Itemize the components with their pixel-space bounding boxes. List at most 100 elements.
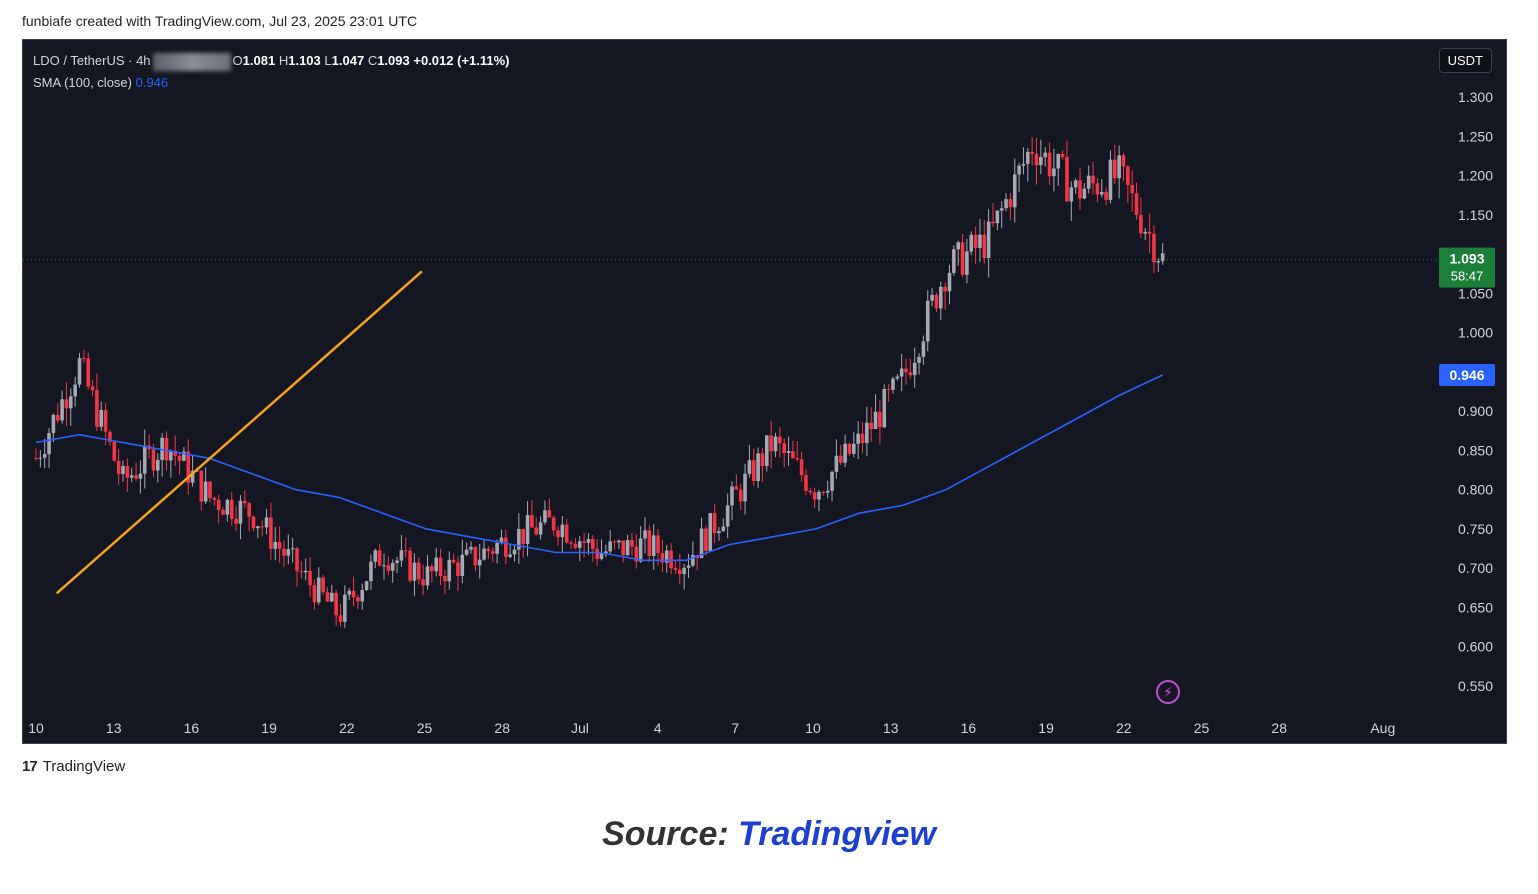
candle-body [660,553,665,563]
candle-body [438,557,443,577]
candle-body [64,399,69,409]
low-value: 1.047 [331,53,365,68]
candle-body [982,234,987,259]
candle-body [221,509,225,515]
candle-body [630,540,634,547]
candle-body [243,500,247,504]
candle-body [47,433,51,455]
change-value: +0.012 (+1.11%) [413,53,510,68]
candle-body [460,554,465,576]
candle-body [1026,151,1030,164]
x-tick-label: 28 [1271,720,1287,736]
lightning-icon[interactable]: ⚡ [1156,680,1180,704]
candle-body [190,470,195,483]
candle-body [799,459,804,476]
candle-body [199,470,204,502]
candle-body [965,251,969,275]
chart-legend: LDO / TetherUS · 4h O1.081 H1.103 L1.047 … [33,50,510,94]
candle-body [569,542,573,544]
candle-body [60,399,64,421]
candle-body [969,234,974,252]
sma-value: 0.946 [135,75,169,90]
candle-body [991,221,995,224]
candle-body [469,546,473,550]
high-label: H [278,53,289,68]
candle-body [447,559,452,582]
candle-body [1052,168,1056,177]
x-tick-label: 4 [654,720,662,736]
last-price-badge [1439,247,1495,288]
y-tick-label: 1.250 [1458,128,1493,144]
candle-body [725,505,730,527]
candle-body [1012,174,1017,208]
x-tick-label: 13 [883,720,899,736]
y-tick-label: 0.850 [1458,442,1493,458]
price-chart[interactable]: 0.550 0.600 0.650 0.700 0.750 0.800 0.850 0.900… [23,40,1507,744]
candle-body [765,435,769,467]
trendline [55,270,423,595]
candle-body [182,451,186,461]
candle-body [730,486,734,506]
candle-body [1130,184,1134,194]
candle-body [269,517,273,549]
candle-body [760,453,765,467]
candle-body [356,597,360,602]
candle-body [1147,231,1152,234]
candle-body [434,557,438,572]
candle-body [308,570,312,586]
candle-body [878,411,882,428]
candle-body [608,541,612,552]
sma-row[interactable]: SMA (100, close) 0.946 [33,72,510,94]
candle-body [116,460,121,474]
candle-body [1156,261,1161,263]
bar-countdown: 58:47 [1451,269,1484,284]
candle-body [791,451,795,459]
candle-body [651,535,656,556]
candle-body [595,548,599,559]
candle-body [234,518,238,524]
candle-body [986,221,991,259]
candle-body [112,441,117,461]
x-tick-label: 28 [494,720,510,736]
candle-body [251,516,256,529]
x-tick-label: 16 [184,720,200,736]
chart-panel[interactable]: 0.550 0.600 0.650 0.700 0.750 0.800 0.850 0.900… [22,39,1507,744]
candle-body [586,539,591,543]
candle-body [1065,157,1069,202]
candle-body [721,526,726,532]
candle-body [160,437,164,460]
candle-body [1021,163,1026,166]
candle-body [421,579,425,586]
currency-unit-button[interactable]: USDT [1438,48,1492,73]
candle-body [747,460,752,474]
source-link[interactable]: Tradingview [738,815,936,853]
candle-body [525,515,530,544]
candle-body [1082,188,1087,199]
candle-body [921,341,926,357]
candle-body [95,390,99,427]
candle-body [1160,253,1165,262]
candle-body [260,526,264,528]
close-label: C [367,53,378,68]
tv-mark-icon: ⁠17 [22,758,38,775]
candle-body [177,455,182,461]
symbol-label[interactable]: LDO / TetherUS · 4h [33,53,151,68]
candle-body [978,234,982,248]
candle-body [312,585,317,603]
y-tick-label: 1.150 [1458,207,1493,223]
candle-body [34,458,38,460]
candle-body [1086,175,1091,189]
candle-body [756,453,760,482]
candle-body [408,550,412,581]
candle-body [838,455,843,463]
x-tick-label: 22 [1116,720,1132,736]
candle-body [303,570,308,573]
candle-body [399,550,404,561]
tradingview-logo: ⁠17 TradingView [22,758,125,775]
open-value: 1.081 [242,53,276,68]
candle-body [817,491,821,500]
candle-body [930,294,934,301]
candle-body [1117,155,1121,179]
candle-body [77,358,82,385]
candle-body [573,543,578,548]
